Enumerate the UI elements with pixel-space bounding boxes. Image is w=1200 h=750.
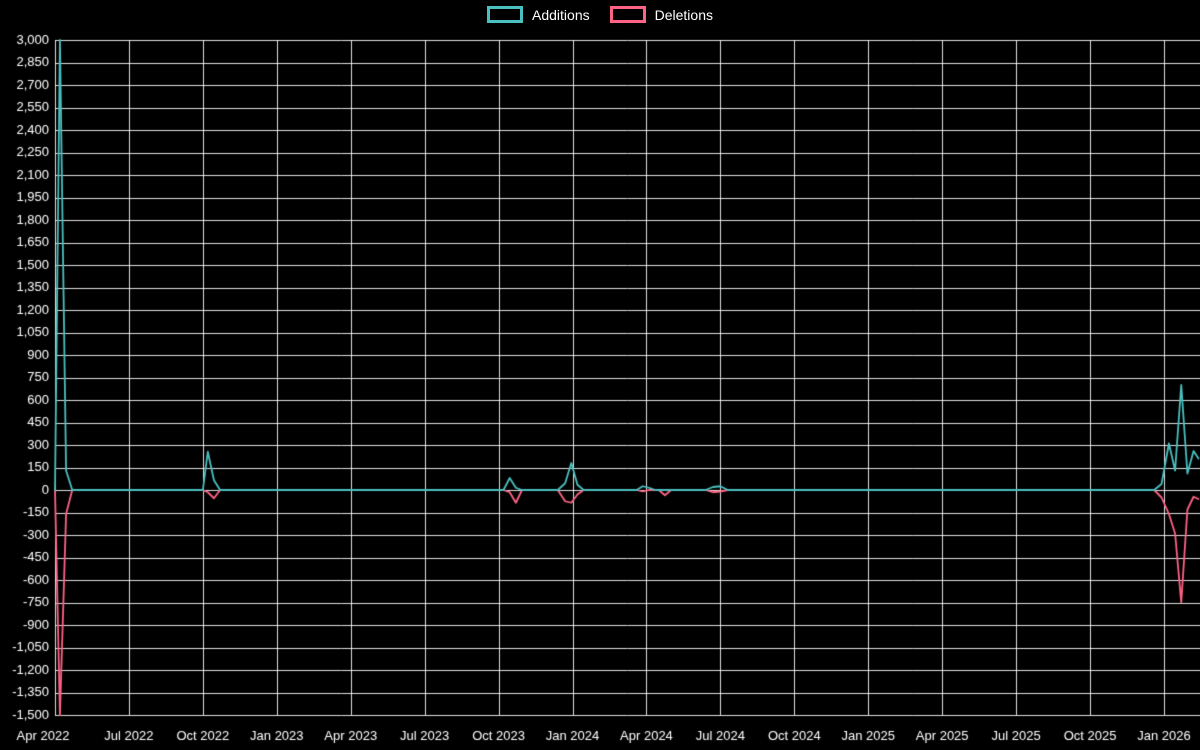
- legend-label-additions: Additions: [532, 6, 590, 23]
- additions-swatch-icon: [487, 6, 524, 23]
- legend-item-deletions[interactable]: Deletions: [609, 6, 713, 23]
- legend-label-deletions: Deletions: [654, 6, 713, 23]
- legend-item-additions[interactable]: Additions: [487, 6, 590, 23]
- deletions-swatch-icon: [609, 6, 646, 23]
- chart-legend: Additions Deletions: [0, 6, 1200, 23]
